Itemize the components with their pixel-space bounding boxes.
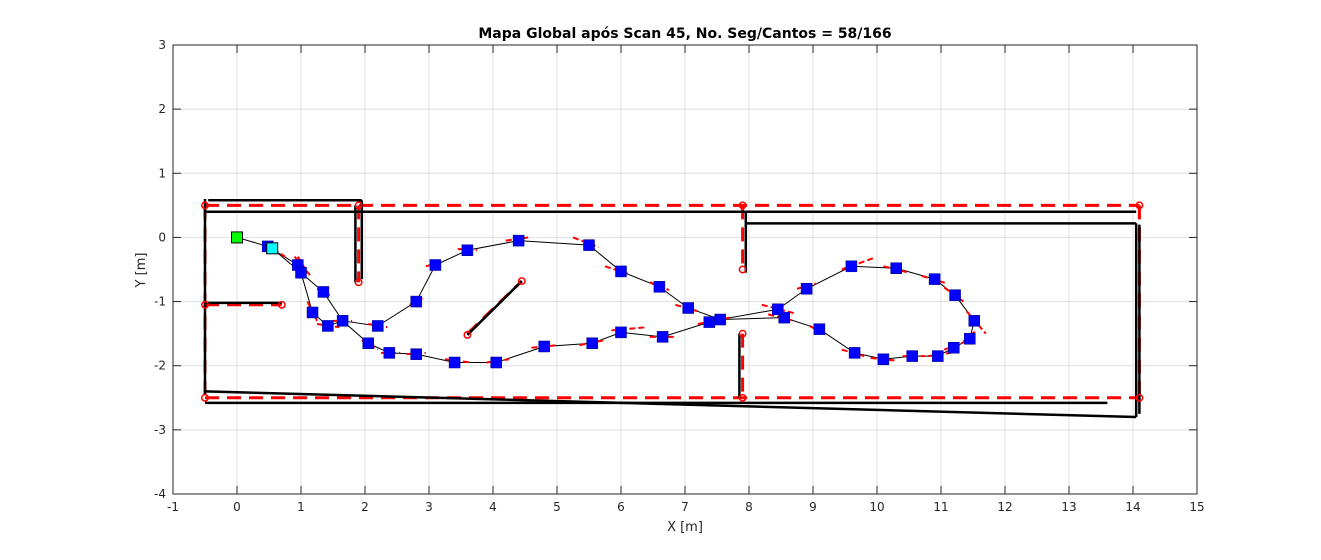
robot-pose xyxy=(772,303,784,316)
reference-corner xyxy=(201,201,209,210)
reference-corner xyxy=(1135,201,1144,210)
start-pose xyxy=(231,231,243,244)
robot-pose xyxy=(968,315,981,327)
robot-poses xyxy=(261,234,981,369)
x-tick-label: 11 xyxy=(933,500,948,514)
y-tick-label: 1 xyxy=(158,166,166,180)
pose-markers xyxy=(231,231,279,255)
reference-corner xyxy=(463,330,472,339)
robot-pose xyxy=(461,244,474,257)
y-tick-label: -1 xyxy=(154,295,166,309)
reference-corner xyxy=(354,278,363,287)
x-tick-label: 9 xyxy=(809,500,817,514)
current-pose xyxy=(266,242,279,255)
y-tick-label: -3 xyxy=(154,423,166,437)
y-tick-label: -4 xyxy=(154,487,166,501)
robot-pose xyxy=(615,326,627,339)
x-ticks: -1 0 1 2 3 4 5 6 7 8 9 10 11 12 13 14 15 xyxy=(167,45,1205,514)
grid xyxy=(172,44,1198,495)
robot-pose xyxy=(949,289,961,301)
scan-segment xyxy=(761,303,795,315)
y-axis-label: Y [m] xyxy=(134,253,149,289)
robot-pose xyxy=(656,331,669,343)
x-tick-label: 13 xyxy=(1061,500,1076,514)
robot-pose xyxy=(813,323,826,335)
reference-corners xyxy=(201,201,1144,402)
estimated-wall xyxy=(466,280,523,336)
x-axis-label: X [m] xyxy=(667,520,703,535)
robot-pose xyxy=(410,295,422,308)
robot-pose xyxy=(845,260,858,273)
robot-pose xyxy=(778,311,790,324)
reference-corner xyxy=(1135,393,1144,402)
robot-pose xyxy=(383,347,396,359)
robot-pose xyxy=(429,259,442,271)
robot-pose xyxy=(964,333,976,345)
reference-corner xyxy=(354,201,363,210)
robot-pose xyxy=(295,266,307,279)
x-tick-label: 6 xyxy=(617,500,625,514)
robot-pose xyxy=(615,265,627,278)
x-tick-label: 12 xyxy=(997,500,1012,514)
robot-pose xyxy=(800,282,813,295)
reference-corner xyxy=(201,393,209,402)
robot-pose xyxy=(890,262,902,274)
robot-pose xyxy=(906,350,918,362)
robot-pose xyxy=(512,234,525,247)
robot-pose xyxy=(317,286,330,298)
x-tick-label: 2 xyxy=(361,500,369,514)
x-tick-label: 15 xyxy=(1189,500,1204,514)
reference-corner xyxy=(738,265,747,274)
y-tick-label: -2 xyxy=(154,359,166,373)
y-tick-label: 2 xyxy=(158,102,166,116)
robot-pose xyxy=(490,356,502,369)
robot-pose xyxy=(586,337,598,350)
robot-pose xyxy=(928,273,941,285)
estimated-wall xyxy=(204,390,1137,419)
x-tick-label: 4 xyxy=(489,500,497,514)
robot-pose xyxy=(948,342,960,354)
robot-pose xyxy=(336,315,349,327)
x-tick-label: 10 xyxy=(869,500,884,514)
y-tick-label: 0 xyxy=(158,230,166,244)
reference-corner xyxy=(738,393,747,402)
robot-pose xyxy=(714,313,726,326)
reference-corner xyxy=(277,300,286,309)
robot-pose xyxy=(448,356,461,369)
robot-pose xyxy=(703,316,716,328)
x-tick-label: 14 xyxy=(1125,500,1140,514)
x-tick-label: 7 xyxy=(681,500,689,514)
reference-corner xyxy=(517,277,526,285)
x-tick-label: 8 xyxy=(745,500,753,514)
x-tick-label: 1 xyxy=(297,500,305,514)
reference-corner xyxy=(738,201,747,210)
chart-title: Mapa Global após Scan 45, No. Seg/Cantos… xyxy=(478,26,891,42)
x-tick-label: 3 xyxy=(425,500,433,514)
robot-pose xyxy=(877,353,890,366)
reference-corner xyxy=(201,300,209,309)
estimated-walls xyxy=(203,198,1141,419)
x-tick-label: 0 xyxy=(233,500,241,514)
reference-corner xyxy=(738,329,747,338)
robot-pose xyxy=(682,302,694,314)
robot-pose xyxy=(848,347,861,359)
robot-pose xyxy=(362,337,374,350)
robot-pose xyxy=(583,239,595,251)
robot-pose xyxy=(653,281,666,293)
robot-pose xyxy=(306,306,319,319)
y-ticks: -4 -3 -2 -1 0 1 2 3 xyxy=(154,38,1197,501)
x-tick-label: 5 xyxy=(553,500,561,514)
y-tick-label: 3 xyxy=(158,38,166,52)
x-tick-label: -1 xyxy=(167,500,179,514)
robot-pose xyxy=(372,320,384,332)
robot-pose xyxy=(322,320,334,332)
robot-pose xyxy=(932,350,944,362)
robot-pose xyxy=(410,348,422,360)
robot-pose xyxy=(538,340,550,353)
